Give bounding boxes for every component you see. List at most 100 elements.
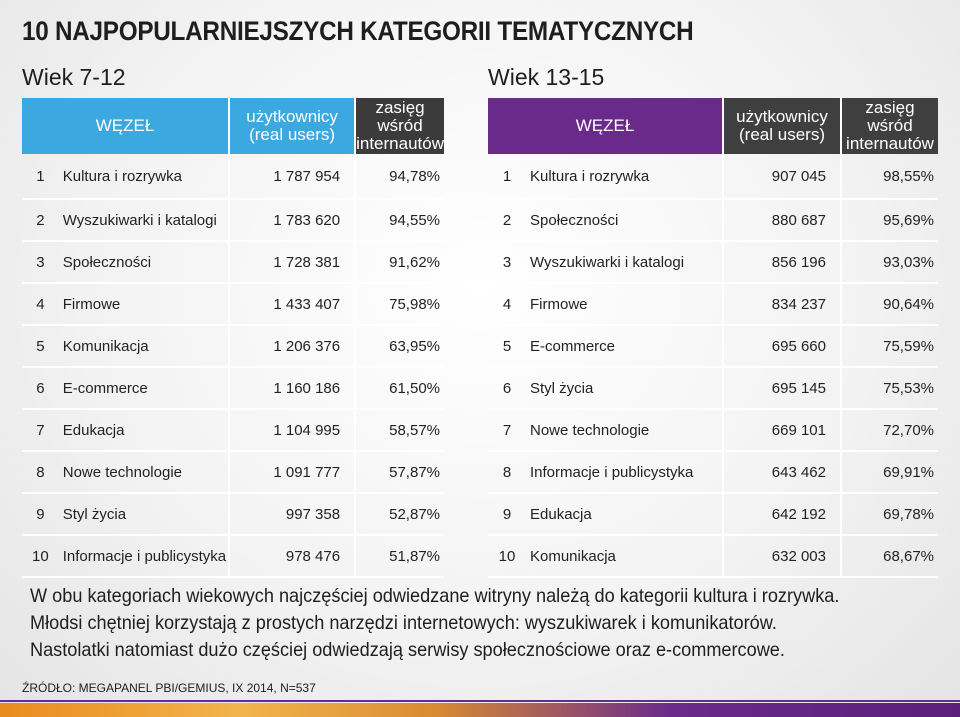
- table-row: 2 Wyszukiwarki i katalogi 1 783 620 94,55%: [22, 200, 444, 242]
- category-name: Komunikacja: [58, 326, 229, 368]
- table-row: 2 Społeczności 880 687 95,69%: [488, 200, 938, 242]
- table-row: 3 Społeczności 1 728 381 91,62%: [22, 242, 444, 284]
- category-name: Firmowe: [58, 284, 229, 326]
- ranking-table-7-12: WĘZEŁ użytkownicy (real users) zasięg wśr…: [22, 98, 444, 578]
- reach-percent: 52,87%: [354, 494, 444, 536]
- table-row: 10 Informacje i publicystyka 978 476 51,87%: [22, 536, 444, 578]
- rank-number: 2: [22, 200, 59, 242]
- page-title: 10 NAJPOPULARNIEJSZYCH KATEGORII TEMATYC…: [22, 16, 694, 46]
- table-row: 7 Edukacja 1 104 995 58,57%: [22, 410, 444, 452]
- category-name: Nowe technologie: [526, 410, 722, 452]
- users-count: 1 160 186: [228, 368, 355, 410]
- reach-percent: 90,64%: [840, 284, 938, 326]
- category-name: Społeczności: [58, 242, 229, 284]
- header-users: użytkownicy (real users): [228, 98, 355, 154]
- rank-number: 10: [22, 536, 59, 578]
- reach-percent: 75,59%: [840, 326, 938, 368]
- rank-number: 9: [22, 494, 59, 536]
- users-count: 1 104 995: [228, 410, 355, 452]
- reach-percent: 69,78%: [840, 494, 938, 536]
- header-users: użytkownicy (real users): [722, 98, 840, 154]
- users-count: 834 237: [722, 284, 840, 326]
- rank-number: 2: [488, 200, 526, 242]
- age-group-title-13-15: Wiek 13-15: [488, 64, 605, 90]
- rank-number: 3: [488, 242, 526, 284]
- category-name: Kultura i rozrywka: [58, 154, 229, 200]
- users-count: 642 192: [722, 494, 840, 536]
- table-row: 8 Informacje i publicystyka 643 462 69,91%: [488, 452, 938, 494]
- summary-line: Młodsi chętniej korzystają z prostych na…: [30, 612, 777, 634]
- rank-number: 6: [488, 368, 526, 410]
- users-count: 632 003: [722, 536, 840, 578]
- table-row: 6 E-commerce 1 160 186 61,50%: [22, 368, 444, 410]
- category-name: Styl życia: [58, 494, 229, 536]
- users-count: 695 145: [722, 368, 840, 410]
- reach-percent: 72,70%: [840, 410, 938, 452]
- rank-number: 4: [22, 284, 59, 326]
- summary-line: Nastolatki natomiast dużo częściej odwie…: [30, 639, 785, 661]
- category-name: Firmowe: [526, 284, 722, 326]
- reach-percent: 93,03%: [840, 242, 938, 284]
- header-reach: zasięg wśród internautów: [840, 98, 938, 154]
- rank-number: 1: [22, 154, 59, 200]
- users-count: 1 091 777: [228, 452, 355, 494]
- category-name: E-commerce: [526, 326, 722, 368]
- reach-percent: 57,87%: [354, 452, 444, 494]
- reach-percent: 51,87%: [354, 536, 444, 578]
- rank-number: 1: [488, 154, 526, 200]
- users-count: 907 045: [722, 154, 840, 200]
- header-reach: zasięg wśród internautów: [354, 98, 444, 154]
- summary-text: W obu kategoriach wiekowych najczęściej …: [30, 583, 940, 664]
- reach-percent: 63,95%: [354, 326, 444, 368]
- rank-number: 5: [22, 326, 59, 368]
- reach-percent: 75,53%: [840, 368, 938, 410]
- users-count: 1 728 381: [228, 242, 355, 284]
- users-count: 880 687: [722, 200, 840, 242]
- rank-number: 5: [488, 326, 526, 368]
- category-name: Nowe technologie: [58, 452, 229, 494]
- category-name: Styl życia: [526, 368, 722, 410]
- table-row: 6 Styl życia 695 145 75,53%: [488, 368, 938, 410]
- summary-line: W obu kategoriach wiekowych najczęściej …: [30, 585, 840, 607]
- category-name: Edukacja: [58, 410, 229, 452]
- table-row: 4 Firmowe 834 237 90,64%: [488, 284, 938, 326]
- table-row: 3 Wyszukiwarki i katalogi 856 196 93,03%: [488, 242, 938, 284]
- header-node: WĘZEŁ: [488, 98, 722, 154]
- reach-percent: 58,57%: [354, 410, 444, 452]
- category-name: Wyszukiwarki i katalogi: [526, 242, 722, 284]
- users-count: 643 462: [722, 452, 840, 494]
- reach-percent: 91,62%: [354, 242, 444, 284]
- rank-number: 10: [488, 536, 526, 578]
- rank-number: 7: [488, 410, 526, 452]
- reach-percent: 94,55%: [354, 200, 444, 242]
- table-row: 4 Firmowe 1 433 407 75,98%: [22, 284, 444, 326]
- table-row: 9 Styl życia 997 358 52,87%: [22, 494, 444, 536]
- users-count: 669 101: [722, 410, 840, 452]
- reach-percent: 75,98%: [354, 284, 444, 326]
- category-name: Edukacja: [526, 494, 722, 536]
- category-name: Informacje i publicystyka: [58, 536, 229, 578]
- reach-percent: 68,67%: [840, 536, 938, 578]
- category-name: E-commerce: [58, 368, 229, 410]
- table-row: 1 Kultura i rozrywka 1 787 954 94,78%: [22, 154, 444, 200]
- reach-percent: 69,91%: [840, 452, 938, 494]
- header-node: WĘZEŁ: [22, 98, 229, 154]
- users-count: 997 358: [228, 494, 355, 536]
- rank-number: 7: [22, 410, 59, 452]
- users-count: 856 196: [722, 242, 840, 284]
- ranking-table-13-15: WĘZEŁ użytkownicy (real users) zasięg wśr…: [488, 98, 938, 578]
- users-count: 978 476: [228, 536, 355, 578]
- category-name: Kultura i rozrywka: [526, 154, 722, 200]
- category-name: Społeczności: [526, 200, 722, 242]
- rank-number: 8: [22, 452, 59, 494]
- rank-number: 6: [22, 368, 59, 410]
- reach-percent: 95,69%: [840, 200, 938, 242]
- rank-number: 4: [488, 284, 526, 326]
- rank-number: 9: [488, 494, 526, 536]
- age-group-title-7-12: Wiek 7-12: [22, 64, 126, 90]
- users-count: 695 660: [722, 326, 840, 368]
- table-row: 5 E-commerce 695 660 75,59%: [488, 326, 938, 368]
- users-count: 1 787 954: [228, 154, 355, 200]
- users-count: 1 433 407: [228, 284, 355, 326]
- reach-percent: 98,55%: [840, 154, 938, 200]
